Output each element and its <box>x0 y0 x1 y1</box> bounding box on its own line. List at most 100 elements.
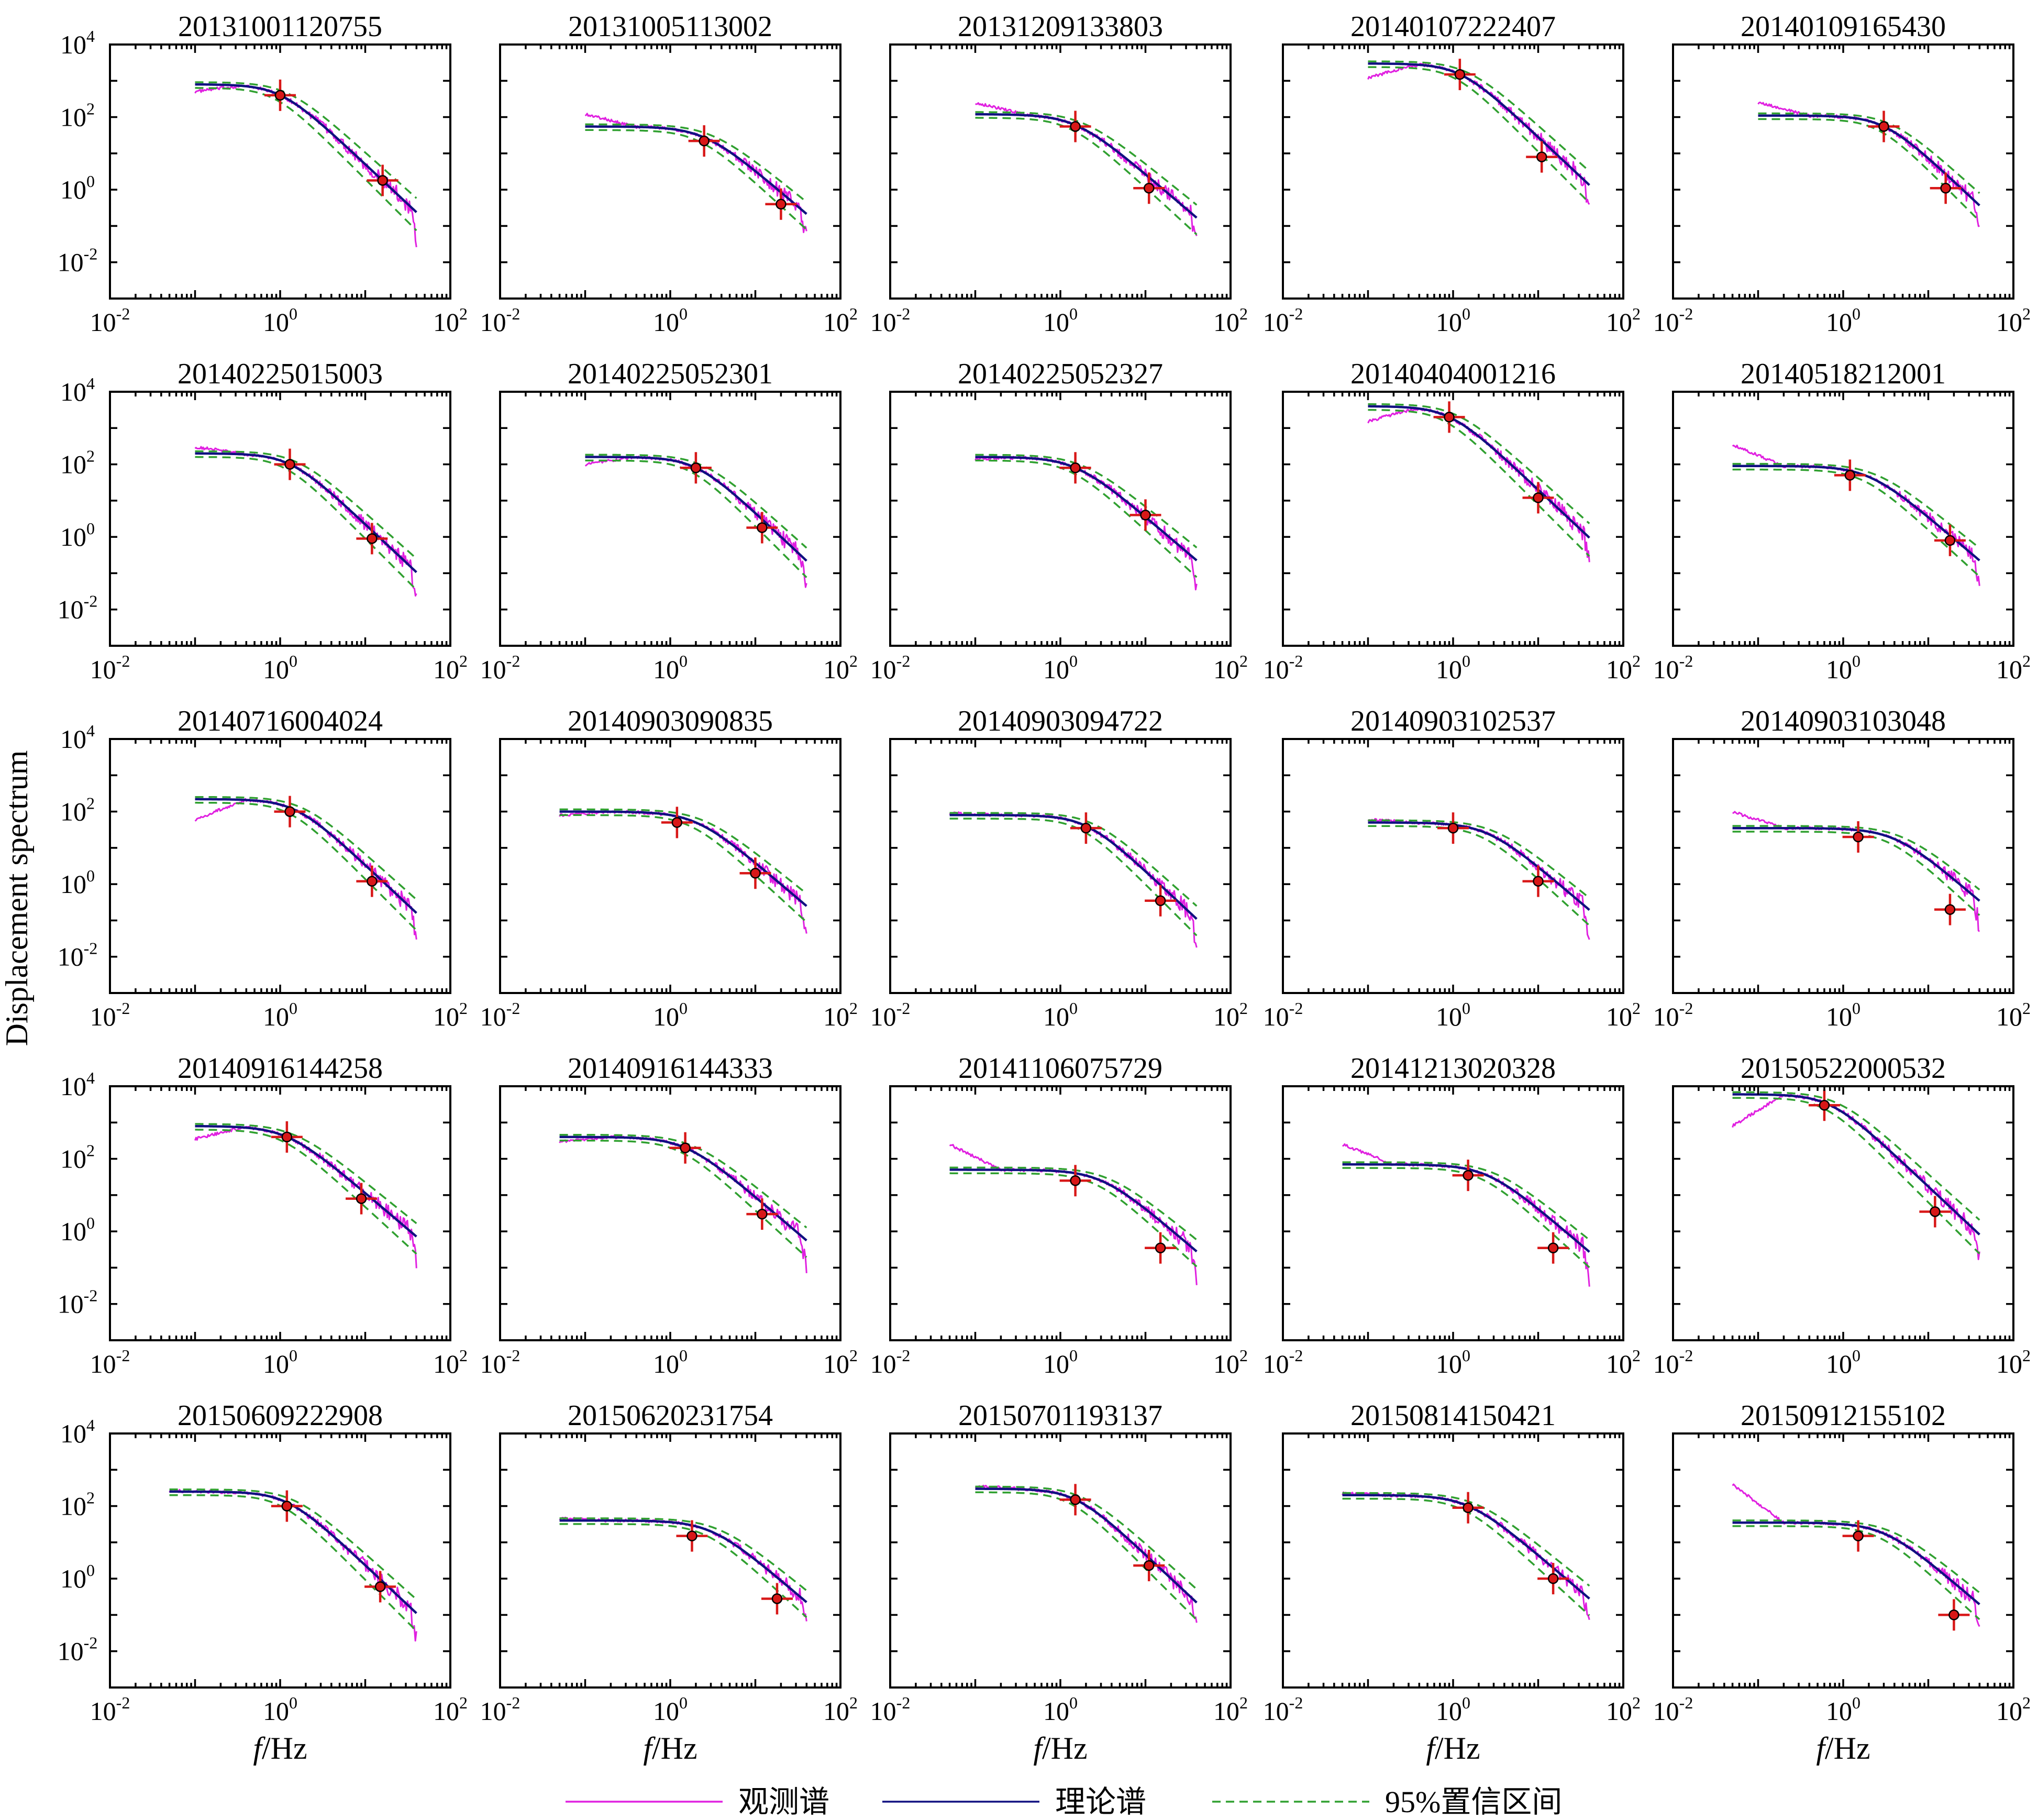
x-tick-label: 102 <box>1213 304 1248 337</box>
panel-title: 20150609222908 <box>178 1399 383 1432</box>
theoretical-spectrum-line <box>1732 826 1980 902</box>
observed-spectrum-line <box>1732 1483 1980 1627</box>
spectrum-panel: 20140916144333 10-2 100 102 <box>480 1052 858 1378</box>
confidence-upper-line <box>559 1517 807 1592</box>
panel-title: 20141213020328 <box>1350 1052 1556 1085</box>
confidence-lower-line <box>559 1139 807 1258</box>
spectrum-panel: 20140225052301 10-2 100 102 <box>480 358 858 684</box>
panel-title: 20141106075729 <box>958 1052 1162 1085</box>
axes-frame <box>889 1432 1232 1689</box>
confidence-lower-line <box>195 801 417 931</box>
axes-frame <box>109 1085 451 1341</box>
x-tick-label: 102 <box>433 652 468 684</box>
x-axis-label: f/Hz <box>1816 1731 1870 1766</box>
theoretical-spectrum-line <box>1368 405 1590 539</box>
plot-area <box>1732 1483 1980 1631</box>
x-tick-label: 102 <box>1213 652 1248 684</box>
axes-frame <box>1672 738 2014 994</box>
marker-point <box>1155 1242 1166 1253</box>
marker-point <box>757 1208 768 1220</box>
x-tick-label: 100 <box>1826 1346 1860 1378</box>
marker-point <box>1080 822 1092 834</box>
marker-point <box>1944 535 1956 546</box>
x-tick-label: 10-2 <box>90 999 130 1031</box>
x-tick-label: 100 <box>1436 1693 1470 1726</box>
axes-frame <box>889 738 1232 994</box>
marker-point <box>1143 183 1155 194</box>
marker-point <box>1070 462 1081 473</box>
panel-title: 20140225015003 <box>178 358 383 390</box>
x-tick-label: 100 <box>653 999 688 1031</box>
spectrum-panel: 20140903094722 10-2 100 102 <box>870 705 1248 1031</box>
plot-area <box>194 446 417 597</box>
confidence-lower-line <box>1368 825 1590 926</box>
x-tick-label: 10-2 <box>480 304 520 337</box>
x-tick-label: 10-2 <box>870 652 911 684</box>
x-axis-label: f/Hz <box>253 1731 307 1766</box>
x-tick-label: 10-2 <box>870 1346 911 1378</box>
panel-title: 20140225052301 <box>568 358 773 390</box>
panel-title: 20140225052327 <box>958 358 1163 390</box>
axes-frame <box>1672 43 2014 300</box>
confidence-upper-line <box>1732 462 1980 549</box>
confidence-lower-line <box>1342 1497 1590 1616</box>
marker-point <box>281 1501 293 1512</box>
x-tick-label: 102 <box>1996 1693 2031 1726</box>
x-tick-label: 100 <box>1436 304 1470 337</box>
confidence-lower-line <box>949 818 1198 936</box>
legend-label: 观测谱 <box>738 1785 829 1819</box>
theoretical-spectrum-line <box>949 1168 1198 1253</box>
panel-title: 20150701193137 <box>958 1399 1162 1432</box>
observed-spectrum-line <box>559 1135 807 1274</box>
marker-point <box>1070 1494 1081 1505</box>
marker-point <box>1447 822 1459 834</box>
spectrum-panel: 20140716004024 10-2 100 102 10-2 100 102 104 <box>58 705 468 1031</box>
x-tick-label: 100 <box>263 999 297 1031</box>
x-tick-label: 100 <box>1436 1346 1470 1378</box>
x-tick-label: 10-2 <box>480 1693 520 1726</box>
marker-point <box>284 459 295 470</box>
spectrum-panel: 20140107222407 10-2 100 102 <box>1263 10 1641 337</box>
spectrum-panel: 20141213020328 10-2 100 102 <box>1263 1052 1641 1378</box>
panel-title: 20140916144258 <box>178 1052 383 1085</box>
x-tick-label: 10-2 <box>90 304 130 337</box>
x-tick-label: 102 <box>433 304 468 337</box>
marker-point <box>771 1593 783 1604</box>
spectrum-panel: 20140903090835 10-2 100 102 <box>480 705 858 1031</box>
theoretical-spectrum-line <box>975 1487 1198 1604</box>
confidence-lower-line <box>195 87 417 231</box>
theoretical-spectrum-line <box>1368 62 1590 186</box>
spectrum-panel: 20140404001216 10-2 100 102 <box>1263 358 1641 684</box>
x-tick-label: 100 <box>263 304 297 337</box>
x-tick-label: 100 <box>1043 1693 1078 1726</box>
spectrum-panel: 20131209133803 10-2 100 102 <box>870 10 1248 337</box>
confidence-lower-line <box>1732 1525 1980 1620</box>
marker-point <box>1155 895 1166 906</box>
x-tick-label: 100 <box>1043 652 1078 684</box>
observed-spectrum-line <box>584 113 807 234</box>
confidence-lower-line <box>975 459 1198 578</box>
x-tick-label: 102 <box>1606 999 1641 1031</box>
plot-area <box>1732 811 1980 932</box>
y-tick-label: 100 <box>60 1561 95 1593</box>
spectrum-panel: 20131001120755 10-2 100 102 10-2 100 102 104 <box>58 10 468 337</box>
marker-point <box>680 1142 691 1153</box>
plot-area <box>194 1121 417 1269</box>
plot-area <box>1757 101 1980 227</box>
spectrum-panel: 20131005113002 10-2 100 102 <box>480 10 858 337</box>
x-tick-label: 100 <box>263 1693 297 1726</box>
theoretical-spectrum-line <box>195 452 417 573</box>
marker-point <box>686 1530 697 1541</box>
confidence-upper-line <box>1368 403 1590 524</box>
x-tick-label: 100 <box>263 1346 297 1378</box>
spectrum-panel: 20140518212001 10-2 100 102 <box>1653 358 2031 684</box>
x-tick-label: 102 <box>433 1346 468 1378</box>
axes-frame <box>1672 391 2014 647</box>
x-tick-label: 10-2 <box>90 652 130 684</box>
x-tick-label: 10-2 <box>1263 652 1303 684</box>
marker-point <box>1070 1175 1081 1186</box>
panel-title: 20140107222407 <box>1350 10 1556 43</box>
x-tick-label: 100 <box>653 1346 688 1378</box>
confidence-upper-line <box>949 1166 1198 1241</box>
marker-point <box>1536 151 1547 162</box>
